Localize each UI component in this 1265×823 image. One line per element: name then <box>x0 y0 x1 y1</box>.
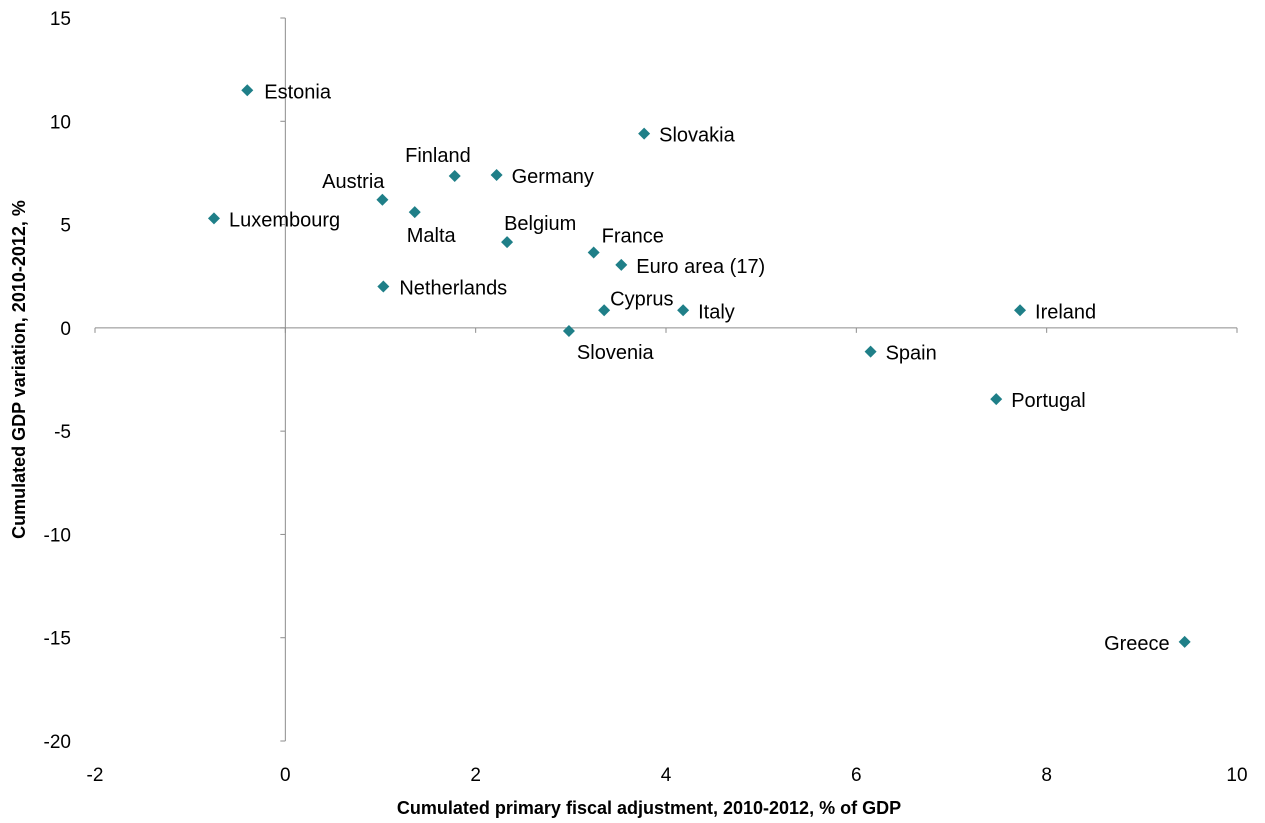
y-tick-label: -20 <box>44 732 71 753</box>
point-germany <box>490 168 503 181</box>
point-label-malta: Malta <box>407 225 457 247</box>
point-label-austria: Austria <box>322 171 385 193</box>
point-luxembourg <box>207 212 220 225</box>
point-belgium <box>501 236 514 249</box>
point-slovakia <box>638 127 651 140</box>
y-tick-label: -5 <box>54 422 71 443</box>
point-label-italy: Italy <box>698 301 735 323</box>
point-greece <box>1178 635 1191 648</box>
point-label-euro-area-17: Euro area (17) <box>636 256 765 278</box>
x-tick-label: 6 <box>851 765 862 786</box>
point-finland <box>448 170 461 183</box>
point-netherlands <box>377 280 390 293</box>
point-label-slovenia: Slovenia <box>577 342 655 364</box>
x-tick-label: 8 <box>1041 765 1052 786</box>
y-tick-label: 0 <box>60 319 71 340</box>
point-label-ireland: Ireland <box>1035 301 1096 323</box>
point-label-slovakia: Slovakia <box>659 125 735 147</box>
x-tick-label: 4 <box>661 765 672 786</box>
x-tick-label: 10 <box>1226 765 1247 786</box>
y-tick-label: -15 <box>44 629 71 650</box>
y-tick-label: 10 <box>50 112 71 133</box>
point-label-cyprus: Cyprus <box>610 288 673 310</box>
point-label-germany: Germany <box>512 166 594 188</box>
y-tick-label: 5 <box>60 216 71 237</box>
y-axis-ticks: 15 10 5 0 -5 -10 -15 -20 <box>44 9 286 753</box>
y-tick-label: 15 <box>50 9 71 30</box>
point-label-estonia: Estonia <box>264 81 332 103</box>
point-label-portugal: Portugal <box>1011 390 1085 412</box>
point-label-greece: Greece <box>1104 633 1170 655</box>
point-france <box>587 246 600 259</box>
point-cyprus <box>598 304 611 317</box>
x-axis-ticks: -2 0 2 4 6 8 10 <box>87 327 1248 786</box>
y-axis-title: Cumulated GDP variation, 2010-2012, % <box>9 200 29 539</box>
x-axis-title: Cumulated primary fiscal adjustment, 201… <box>397 798 901 818</box>
point-label-france: France <box>602 225 664 247</box>
x-tick-label: 0 <box>280 765 291 786</box>
point-estonia <box>241 84 254 97</box>
data-points: Estonia Luxembourg Austria Malta Finland Germ… <box>207 81 1191 655</box>
point-italy <box>677 304 690 317</box>
point-label-spain: Spain <box>886 343 937 365</box>
x-tick-label: 2 <box>470 765 481 786</box>
point-label-netherlands: Netherlands <box>399 278 507 300</box>
y-tick-label: -10 <box>44 525 71 546</box>
point-austria <box>376 193 389 206</box>
point-spain <box>864 345 877 358</box>
x-tick-label: -2 <box>87 765 104 786</box>
point-ireland <box>1014 304 1027 317</box>
point-malta <box>408 206 421 219</box>
point-label-finland: Finland <box>405 145 471 167</box>
point-label-luxembourg: Luxembourg <box>229 209 340 231</box>
point-euro-area-17 <box>615 258 628 271</box>
point-slovenia <box>562 324 575 337</box>
point-label-belgium: Belgium <box>504 213 576 235</box>
point-portugal <box>990 393 1003 406</box>
